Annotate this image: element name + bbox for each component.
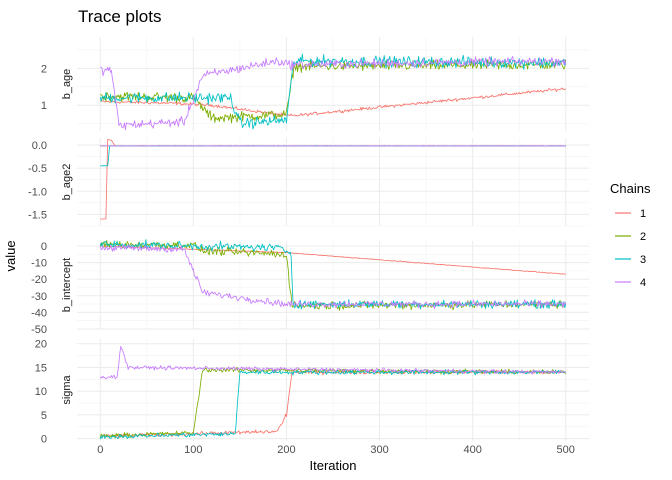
series-line-chain-4: [100, 55, 567, 131]
legend-label-chain-4: 4: [640, 277, 646, 289]
y-tick-label: -1.0: [28, 186, 47, 198]
x-axis: 0 100 200 300 400 500: [97, 444, 575, 456]
panel-label: b_intercept: [61, 258, 73, 312]
y-tick-label: -10: [31, 258, 47, 270]
legend-title: Chains: [610, 181, 651, 196]
series-line-chain-1: [99, 87, 566, 117]
chart-title: Trace plots: [78, 7, 161, 26]
y-tick-label: -20: [31, 274, 47, 286]
legend-label-chain-2: 2: [640, 231, 646, 243]
panel-sigma: 0 5 10 15 20 sigma: [35, 339, 589, 446]
y-axis-label: value: [3, 240, 18, 271]
legend-label-chain-3: 3: [640, 254, 646, 266]
x-tick-label: 300: [370, 444, 388, 456]
y-tick-label: -1.5: [28, 209, 47, 221]
series-line-chain-4: [99, 345, 566, 380]
panel-b_age2: 0.0 -0.5 -1.0 -1.5 b_age2: [28, 138, 589, 227]
panel-label: sigma: [61, 374, 73, 404]
y-tick-label: -40: [31, 307, 47, 319]
y-tick-label: 1: [41, 100, 47, 112]
panel-b_intercept: 0 -10 -20 -30 -40 -50 b_intercept: [31, 239, 589, 336]
panel-label: b_age2: [61, 164, 73, 201]
y-tick-label: 0.0: [32, 140, 47, 152]
panel-label: b_age: [61, 69, 73, 100]
y-tick-label: 0: [41, 241, 47, 253]
x-tick-label: 0: [97, 444, 103, 456]
legend: Chains 1 2 3 4: [610, 181, 651, 289]
x-axis-label: Iteration: [310, 458, 357, 473]
series-line-chain-4: [99, 244, 567, 310]
series-line-chain-3: [99, 239, 567, 310]
x-tick-label: 400: [463, 444, 481, 456]
y-tick-label: -30: [31, 291, 47, 303]
x-tick-label: 200: [277, 444, 295, 456]
y-tick-label: 0: [41, 434, 47, 446]
x-tick-label: 500: [557, 444, 575, 456]
series-line-chain-1: [100, 245, 566, 275]
y-tick-label: -50: [31, 324, 47, 336]
y-tick-label: 5: [41, 410, 47, 422]
legend-label-chain-1: 1: [640, 208, 646, 220]
y-tick-label: 15: [35, 362, 47, 374]
y-tick-label: 2: [41, 63, 47, 75]
panels-group: 1 2 b_age 0.0 -0.5 -1.0 -1.5 b_age2 0 -10 -20 -30 -4…: [28, 37, 589, 446]
y-tick-label: 10: [35, 386, 47, 398]
panel-b_age: 1 2 b_age: [41, 37, 589, 131]
x-tick-label: 100: [184, 444, 202, 456]
y-tick-label: 20: [35, 339, 47, 351]
y-tick-label: -0.5: [28, 163, 47, 175]
